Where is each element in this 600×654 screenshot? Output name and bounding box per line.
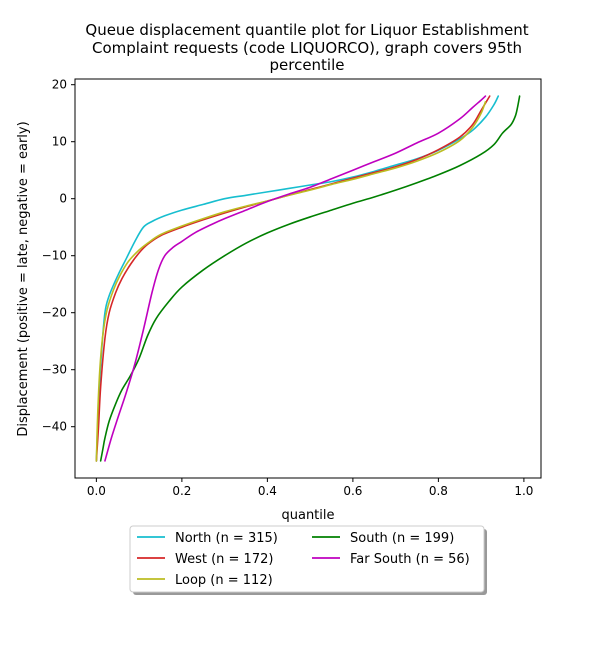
x-axis-label: quantile bbox=[281, 508, 334, 523]
x-tick-label: 0.0 bbox=[87, 484, 106, 498]
legend-label-2: Loop (n = 112) bbox=[175, 573, 273, 588]
series-line-4 bbox=[104, 95, 487, 462]
chart-title-line-2: Complaint requests (code LIQUORCO), grap… bbox=[92, 39, 522, 57]
x-tick-label: 0.4 bbox=[258, 484, 277, 498]
legend-label-0: North (n = 315) bbox=[175, 531, 278, 546]
y-tick-label: −10 bbox=[42, 249, 67, 263]
plot-background bbox=[75, 79, 541, 478]
y-tick-label: 20 bbox=[52, 78, 67, 92]
y-axis-label: Displacement (positive = late, negative … bbox=[16, 121, 31, 436]
x-tick-label: 1.0 bbox=[514, 484, 533, 498]
plot-frame bbox=[74, 78, 542, 479]
y-tick-label: −40 bbox=[42, 420, 67, 434]
x-axis-ticks: 0.0 0.2 0.4 0.6 0.8 1.0 bbox=[87, 478, 533, 498]
x-tick-label: 0.6 bbox=[343, 484, 362, 498]
y-tick-label: −20 bbox=[42, 306, 67, 320]
chart-title-line-3: percentile bbox=[269, 56, 344, 74]
legend-label-3: South (n = 199) bbox=[350, 531, 454, 546]
chart-title: Queue displacement quantile plot for Liq… bbox=[85, 21, 528, 74]
y-tick-label: 0 bbox=[59, 192, 67, 206]
y-tick-label: 10 bbox=[52, 135, 67, 149]
series-line-1 bbox=[95, 95, 491, 462]
x-tick-label: 0.2 bbox=[172, 484, 191, 498]
plot-area: 0.0 0.2 0.4 0.6 0.8 1.0 −40 −30 −20 −10 0 10 20 bbox=[42, 78, 542, 498]
series-line-2 bbox=[95, 101, 487, 462]
y-tick-label: −30 bbox=[42, 363, 67, 377]
legend-items: North (n = 315) West (n = 172) Loop (n = 1… bbox=[137, 531, 470, 588]
legend-label-1: West (n = 172) bbox=[175, 552, 273, 567]
legend-label-4: Far South (n = 56) bbox=[350, 552, 470, 567]
legend-box bbox=[129, 525, 485, 593]
legend: North (n = 315) West (n = 172) Loop (n = 1… bbox=[129, 525, 487, 595]
chart-title-line-1: Queue displacement quantile plot for Liq… bbox=[85, 21, 528, 39]
x-tick-label: 0.8 bbox=[429, 484, 448, 498]
series-line-3 bbox=[99, 95, 521, 462]
y-axis-ticks: −40 −30 −20 −10 0 10 20 bbox=[42, 78, 75, 434]
series-layer bbox=[95, 95, 521, 462]
